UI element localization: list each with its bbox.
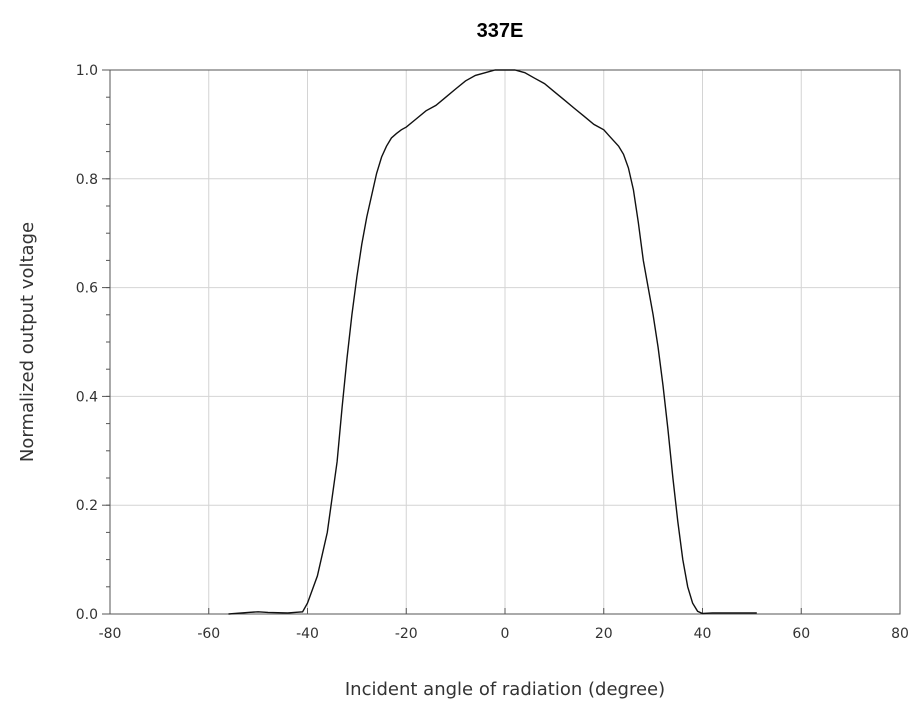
x-tick-label: 20 <box>595 626 613 642</box>
y-axis-label: Normalized output voltage <box>17 222 38 462</box>
x-tick-label: -80 <box>99 626 122 642</box>
y-axis: 0.0 0.2 0.4 0.6 0.8 1.0 <box>76 63 110 623</box>
x-tick-label: 60 <box>792 626 810 642</box>
y-tick-label: 0.2 <box>76 498 98 514</box>
x-axis: -80 -60 -40 -20 0 20 40 60 80 <box>99 608 909 642</box>
y-tick-label: 0.8 <box>76 172 98 188</box>
x-tick-label: 80 <box>891 626 909 642</box>
x-axis-label: Incident angle of radiation (degree) <box>345 679 665 700</box>
x-tick-label: 0 <box>501 626 510 642</box>
x-tick-label: -60 <box>197 626 220 642</box>
x-tick-label: -20 <box>395 626 418 642</box>
y-tick-label: 0.6 <box>76 281 98 297</box>
y-tick-label: 0.4 <box>76 389 98 405</box>
x-tick-label: -40 <box>296 626 319 642</box>
y-tick-label: 0.0 <box>76 607 98 623</box>
chart-title: 337E <box>477 20 524 42</box>
x-tick-label: 40 <box>694 626 712 642</box>
grid <box>110 70 900 614</box>
y-tick-label: 1.0 <box>76 63 98 79</box>
